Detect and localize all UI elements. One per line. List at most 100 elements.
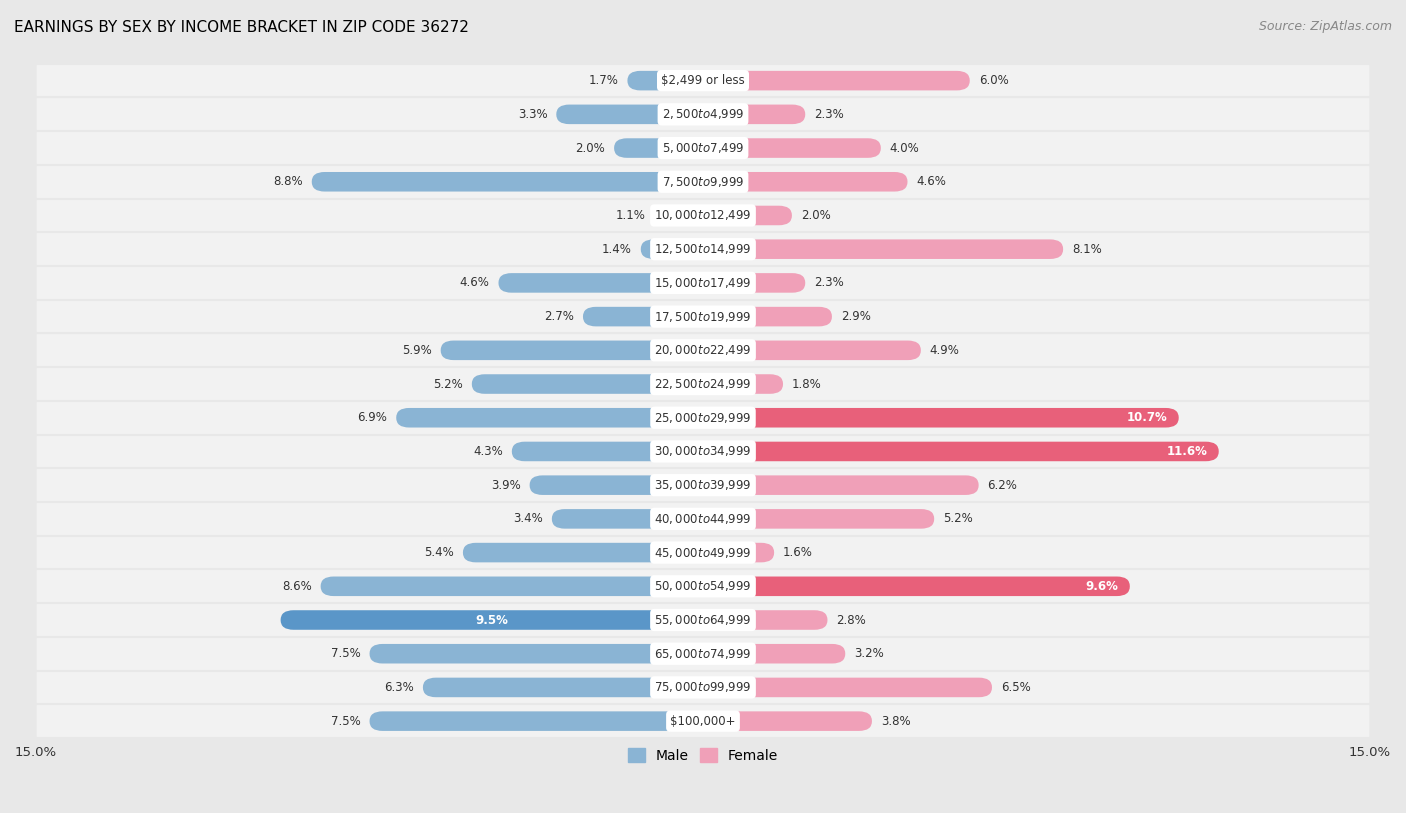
FancyBboxPatch shape — [703, 172, 907, 192]
Text: 1.4%: 1.4% — [602, 243, 631, 256]
Text: $5,000 to $7,499: $5,000 to $7,499 — [662, 141, 744, 155]
Text: $2,500 to $4,999: $2,500 to $4,999 — [662, 107, 744, 121]
Text: 10.7%: 10.7% — [1126, 411, 1167, 424]
Text: 4.0%: 4.0% — [890, 141, 920, 154]
FancyBboxPatch shape — [37, 569, 1369, 603]
FancyBboxPatch shape — [37, 266, 1369, 300]
Text: $25,000 to $29,999: $25,000 to $29,999 — [654, 411, 752, 424]
Text: 3.4%: 3.4% — [513, 512, 543, 525]
FancyBboxPatch shape — [703, 374, 783, 393]
FancyBboxPatch shape — [37, 98, 1369, 131]
Text: 5.2%: 5.2% — [433, 377, 463, 390]
Text: $2,499 or less: $2,499 or less — [661, 74, 745, 87]
FancyBboxPatch shape — [312, 172, 703, 192]
Legend: Male, Female: Male, Female — [623, 742, 783, 768]
FancyBboxPatch shape — [37, 165, 1369, 198]
Text: $15,000 to $17,499: $15,000 to $17,499 — [654, 276, 752, 290]
Text: 9.5%: 9.5% — [475, 614, 508, 627]
FancyBboxPatch shape — [703, 678, 993, 698]
Text: 2.3%: 2.3% — [814, 276, 844, 289]
FancyBboxPatch shape — [37, 233, 1369, 266]
FancyBboxPatch shape — [37, 63, 1369, 98]
FancyBboxPatch shape — [703, 307, 832, 326]
Text: 4.3%: 4.3% — [474, 445, 503, 458]
Text: 4.9%: 4.9% — [929, 344, 960, 357]
FancyBboxPatch shape — [530, 476, 703, 495]
FancyBboxPatch shape — [37, 333, 1369, 367]
FancyBboxPatch shape — [583, 307, 703, 326]
Text: 1.1%: 1.1% — [616, 209, 645, 222]
FancyBboxPatch shape — [654, 206, 703, 225]
FancyBboxPatch shape — [703, 644, 845, 663]
Text: $7,500 to $9,999: $7,500 to $9,999 — [662, 175, 744, 189]
Text: 6.3%: 6.3% — [384, 681, 413, 694]
Text: 6.5%: 6.5% — [1001, 681, 1031, 694]
Text: 1.8%: 1.8% — [792, 377, 821, 390]
Text: 6.0%: 6.0% — [979, 74, 1008, 87]
Text: 4.6%: 4.6% — [917, 176, 946, 189]
Text: EARNINGS BY SEX BY INCOME BRACKET IN ZIP CODE 36272: EARNINGS BY SEX BY INCOME BRACKET IN ZIP… — [14, 20, 470, 35]
Text: 3.2%: 3.2% — [855, 647, 884, 660]
FancyBboxPatch shape — [37, 131, 1369, 165]
Text: 5.4%: 5.4% — [425, 546, 454, 559]
Text: $100,000+: $100,000+ — [671, 715, 735, 728]
FancyBboxPatch shape — [37, 637, 1369, 671]
FancyBboxPatch shape — [37, 603, 1369, 637]
Text: $10,000 to $12,499: $10,000 to $12,499 — [654, 208, 752, 223]
FancyBboxPatch shape — [614, 138, 703, 158]
Text: 2.8%: 2.8% — [837, 614, 866, 627]
Text: 3.8%: 3.8% — [880, 715, 911, 728]
Text: $22,500 to $24,999: $22,500 to $24,999 — [654, 377, 752, 391]
FancyBboxPatch shape — [703, 273, 806, 293]
FancyBboxPatch shape — [499, 273, 703, 293]
Text: 7.5%: 7.5% — [330, 647, 360, 660]
FancyBboxPatch shape — [37, 671, 1369, 704]
FancyBboxPatch shape — [370, 711, 703, 731]
Text: 2.3%: 2.3% — [814, 108, 844, 121]
Text: $40,000 to $44,999: $40,000 to $44,999 — [654, 512, 752, 526]
Text: 6.9%: 6.9% — [357, 411, 387, 424]
FancyBboxPatch shape — [551, 509, 703, 528]
Text: 4.6%: 4.6% — [460, 276, 489, 289]
FancyBboxPatch shape — [703, 239, 1063, 259]
Text: 3.3%: 3.3% — [517, 108, 547, 121]
FancyBboxPatch shape — [703, 138, 880, 158]
FancyBboxPatch shape — [703, 105, 806, 124]
Text: 7.5%: 7.5% — [330, 715, 360, 728]
Text: 5.2%: 5.2% — [943, 512, 973, 525]
FancyBboxPatch shape — [703, 408, 1178, 428]
FancyBboxPatch shape — [37, 401, 1369, 435]
Text: 8.6%: 8.6% — [283, 580, 312, 593]
Text: 2.9%: 2.9% — [841, 310, 870, 323]
FancyBboxPatch shape — [703, 341, 921, 360]
FancyBboxPatch shape — [463, 543, 703, 563]
FancyBboxPatch shape — [557, 105, 703, 124]
Text: $65,000 to $74,999: $65,000 to $74,999 — [654, 646, 752, 661]
FancyBboxPatch shape — [37, 367, 1369, 401]
FancyBboxPatch shape — [37, 300, 1369, 333]
FancyBboxPatch shape — [703, 611, 828, 630]
Text: $75,000 to $99,999: $75,000 to $99,999 — [654, 680, 752, 694]
FancyBboxPatch shape — [703, 543, 775, 563]
Text: 2.0%: 2.0% — [575, 141, 605, 154]
Text: 1.6%: 1.6% — [783, 546, 813, 559]
Text: 2.0%: 2.0% — [801, 209, 831, 222]
Text: 8.1%: 8.1% — [1071, 243, 1102, 256]
FancyBboxPatch shape — [703, 509, 934, 528]
FancyBboxPatch shape — [37, 536, 1369, 569]
Text: $35,000 to $39,999: $35,000 to $39,999 — [654, 478, 752, 492]
FancyBboxPatch shape — [512, 441, 703, 461]
Text: $12,500 to $14,999: $12,500 to $14,999 — [654, 242, 752, 256]
FancyBboxPatch shape — [703, 711, 872, 731]
FancyBboxPatch shape — [703, 206, 792, 225]
Text: Source: ZipAtlas.com: Source: ZipAtlas.com — [1258, 20, 1392, 33]
FancyBboxPatch shape — [37, 435, 1369, 468]
FancyBboxPatch shape — [37, 704, 1369, 738]
FancyBboxPatch shape — [703, 576, 1130, 596]
FancyBboxPatch shape — [321, 576, 703, 596]
Text: 11.6%: 11.6% — [1167, 445, 1208, 458]
FancyBboxPatch shape — [440, 341, 703, 360]
Text: 2.7%: 2.7% — [544, 310, 574, 323]
Text: $30,000 to $34,999: $30,000 to $34,999 — [654, 445, 752, 459]
FancyBboxPatch shape — [703, 71, 970, 90]
